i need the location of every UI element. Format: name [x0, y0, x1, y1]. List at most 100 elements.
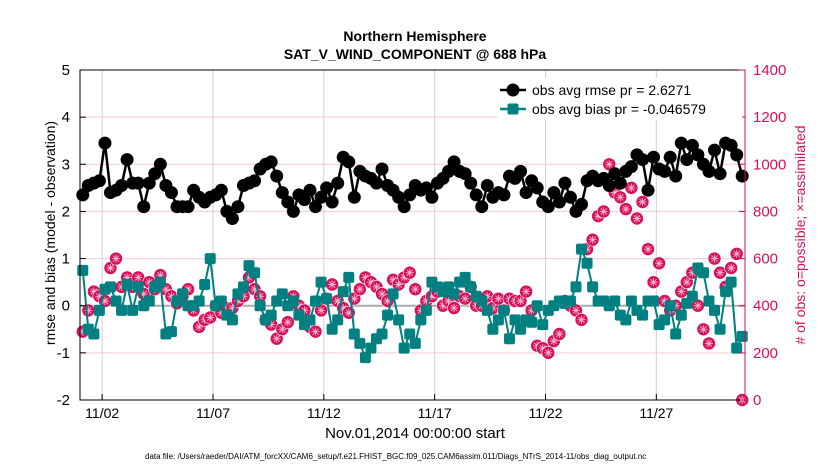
- obs-assimilated-marker: [389, 275, 398, 284]
- data-file-footnote: data file: /Users/raeder/DAI/ATM_forcXX/…: [145, 452, 647, 461]
- bias-point: [343, 271, 355, 283]
- bias-point: [265, 309, 277, 321]
- obs-assimilated-marker: [217, 308, 226, 317]
- obs-assimilated-marker: [95, 292, 104, 301]
- bias-point: [132, 281, 144, 293]
- obs-assimilated-marker: [156, 271, 165, 280]
- bias-point: [354, 337, 366, 349]
- bias-point: [686, 290, 698, 302]
- rmse-point: [225, 212, 239, 225]
- obs-assimilated-marker: [688, 268, 697, 277]
- y-tick-label: 0: [62, 298, 70, 315]
- x-axis-label: Nov.01,2014 00:00:00 start: [325, 425, 505, 442]
- bias-point: [293, 309, 305, 321]
- obs-assimilated-marker: [682, 278, 691, 287]
- bias-point: [226, 314, 238, 326]
- obs-assimilated-marker: [283, 318, 292, 327]
- obs-assimilated-marker: [411, 285, 420, 294]
- legend-marker-rmse: [506, 83, 520, 97]
- bias-point: [215, 295, 227, 307]
- obs-assimilated-marker: [494, 294, 503, 303]
- chart-subtitle: SAT_V_WIND_COMPONENT @ 688 hPa: [283, 46, 547, 62]
- obs-assimilated-marker: [278, 325, 287, 334]
- y-tick-label-right: 800: [753, 203, 778, 220]
- bias-point: [731, 342, 743, 354]
- obs-assimilated-marker: [677, 287, 686, 296]
- obs-assimilated-marker: [710, 254, 719, 263]
- rmse-point: [369, 176, 383, 190]
- bias-point: [177, 288, 189, 300]
- bias-point: [515, 323, 527, 335]
- x-tick-label: 11/02: [85, 405, 119, 421]
- obs-assimilated-marker: [444, 297, 453, 305]
- obs-assimilated-marker: [522, 287, 531, 296]
- obs-assimilated-marker: [727, 264, 736, 272]
- rmse-point: [137, 200, 151, 214]
- obs-assimilated-marker: [655, 259, 664, 268]
- rmse-point: [131, 176, 145, 190]
- bias-point: [581, 257, 593, 269]
- bias-point: [736, 330, 748, 342]
- obs-assimilated-marker: [305, 322, 314, 331]
- bias-point: [675, 309, 687, 321]
- legend-box: [498, 78, 742, 120]
- bias-point: [93, 304, 105, 316]
- rmse-point: [275, 186, 289, 200]
- rmse-point: [713, 167, 727, 181]
- rmse-point: [708, 143, 722, 157]
- y-tick-label: 1: [62, 251, 70, 268]
- rmse-point: [303, 183, 317, 197]
- bias-point: [337, 286, 349, 298]
- rmse-point: [309, 200, 323, 214]
- rmse-point: [541, 200, 555, 214]
- rmse-point: [469, 188, 483, 202]
- bias-point: [531, 300, 543, 312]
- obs-assimilated-marker: [350, 294, 359, 303]
- obs-assimilated-marker: [134, 273, 143, 282]
- obs-assimilated-marker: [627, 183, 636, 192]
- bias-point: [476, 295, 488, 307]
- y-tick-label: -1: [57, 345, 70, 362]
- rmse-point: [320, 181, 334, 195]
- obs-assimilated-marker: [516, 297, 525, 305]
- obs-assimilated-marker: [599, 207, 608, 216]
- bias-point: [254, 300, 266, 312]
- rmse-point: [663, 150, 677, 164]
- y-tick-label-right: 600: [753, 251, 778, 268]
- obs-assimilated-marker: [333, 297, 342, 305]
- obs-assimilated-marker: [272, 334, 281, 343]
- bias-point: [659, 314, 671, 326]
- bias-point: [492, 314, 504, 326]
- y-tick-label: 4: [62, 109, 70, 126]
- obs-assimilated-marker: [577, 315, 586, 324]
- rmse-point: [608, 167, 622, 181]
- y-tick-label: 5: [62, 62, 70, 79]
- bias-point: [376, 328, 388, 340]
- obs-assimilated-marker: [616, 193, 625, 202]
- x-tick-label: 11/27: [639, 405, 673, 421]
- obs-assimilated-marker: [405, 268, 414, 277]
- rmse-point: [403, 188, 417, 202]
- rmse-point: [680, 153, 694, 167]
- obs-assimilated-marker: [239, 292, 248, 301]
- bias-point: [664, 300, 676, 312]
- bias-point: [332, 314, 344, 326]
- bias-point: [409, 337, 421, 349]
- rmse-point: [98, 136, 112, 150]
- obs-assimilated-marker: [538, 344, 547, 353]
- obs-assimilated-marker: [732, 249, 741, 258]
- obs-assimilated-marker: [84, 306, 93, 315]
- bias-point: [321, 293, 333, 305]
- obs-assimilated-marker: [461, 294, 470, 303]
- bias-point: [310, 295, 322, 307]
- rmse-point: [519, 186, 533, 200]
- rmse-point: [624, 160, 638, 174]
- bias-point: [143, 295, 155, 307]
- obs-assimilated-marker: [372, 282, 381, 291]
- bias-point: [154, 276, 166, 288]
- bias-point: [121, 279, 133, 290]
- obs-assimilated-marker: [267, 320, 276, 329]
- obs-assimilated-marker: [328, 280, 337, 289]
- legend-label-bias: obs avg bias pr = -0.046579: [532, 101, 706, 117]
- y-tick-label-right: 400: [753, 298, 778, 315]
